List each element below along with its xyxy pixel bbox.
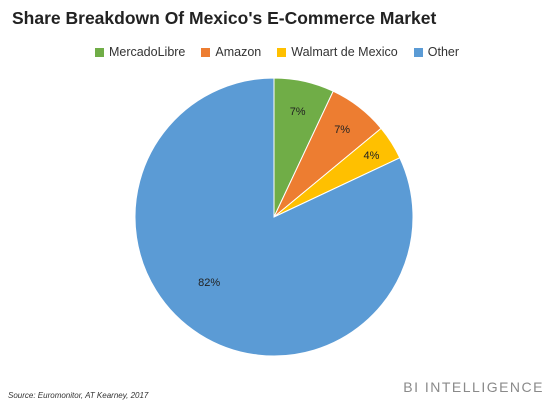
legend-item-mercadolibre: MercadoLibre [94,45,186,59]
chart-legend: MercadoLibre Amazon Walmart de Mexico Ot… [0,45,554,59]
legend-item-amazon: Amazon [201,45,261,59]
legend-label: MercadoLibre [108,45,186,59]
legend-swatch [413,47,423,57]
legend-label: Amazon [215,45,262,59]
legend-item-walmart: Walmart de Mexico [277,45,398,59]
data-label: 7% [290,106,306,118]
legend-label: Other [427,45,460,59]
legend-item-other: Other [413,45,460,59]
brand-logo: BI INTELLIGENCE [403,379,544,395]
data-label: 7% [334,124,350,136]
chart-title: Share Breakdown Of Mexico's E-Commerce M… [12,8,437,28]
pie-slice-other [134,77,414,357]
data-label: 4% [363,150,379,162]
legend-label: Walmart de Mexico [291,45,398,59]
legend-swatch [94,47,104,57]
data-label: 82% [198,277,220,289]
source-note: Source: Euromonitor, AT Kearney, 2017 [8,391,149,400]
legend-swatch [201,47,211,57]
legend-swatch [277,47,287,57]
